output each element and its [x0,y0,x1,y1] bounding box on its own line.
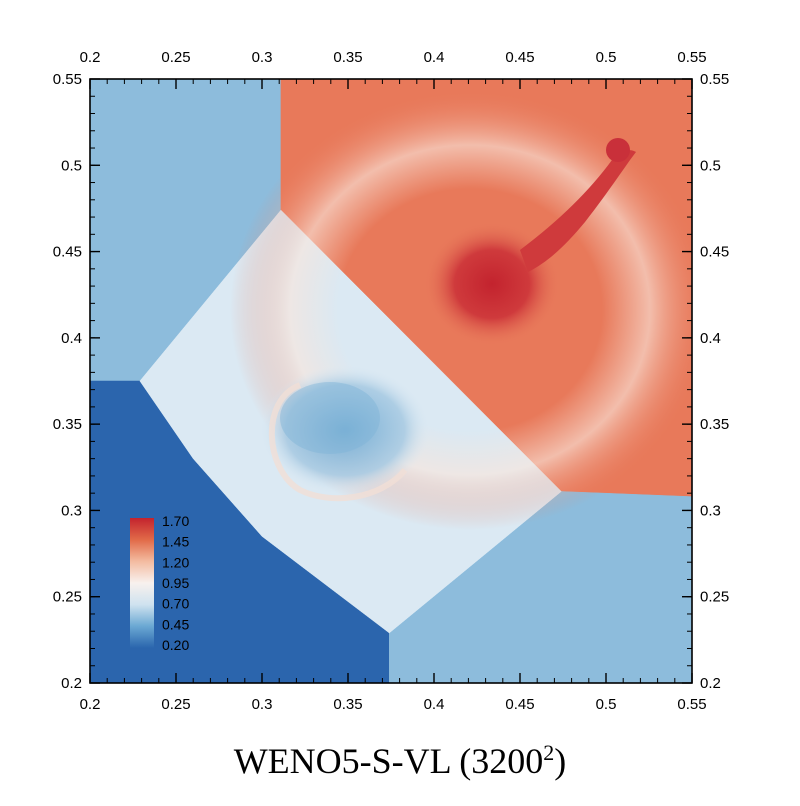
plot-frame [89,78,693,684]
x-tick-label-top: 0.25 [161,49,190,66]
colorbar-label: 0.70 [162,596,189,612]
y-tick-label-right: 0.25 [700,589,729,606]
caption-text: WENO5-S-VL (3200 [233,741,544,781]
colorbar-label: 1.70 [162,513,189,529]
x-tick-label-bottom: 0.45 [505,696,534,713]
colorbar-label: 1.20 [162,554,189,570]
colorbar-label: 0.45 [162,616,189,632]
x-tick-label-bottom: 0.4 [424,696,445,713]
y-tick-label-right: 0.5 [700,157,721,174]
figure-caption: WENO5-S-VL (32002) [0,740,800,782]
x-tick-label-top: 0.35 [333,49,362,66]
x-tick-label-top: 0.55 [677,49,706,66]
x-tick-label-bottom: 0.35 [333,696,362,713]
vortex-cavity [260,365,430,495]
jet-stem [520,150,636,272]
y-tick-label-right: 0.4 [700,330,721,347]
slip-line-curl [268,382,408,502]
density-contour-figure: 0.2 0.2 0.25 0.25 0.3 0.3 0.35 0.35 0.4 0.4 0.45 0.… [53,49,729,713]
x-tick-label-top: 0.5 [596,49,617,66]
vortex-cavity-inner [280,382,380,454]
y-tick-label-left: 0.2 [61,675,82,692]
y-tick-label-left: 0.3 [61,502,82,519]
x-tick-label-bottom: 0.25 [161,696,190,713]
x-tick-label-top: 0.4 [424,49,445,66]
colorbar-label: 0.20 [162,637,189,653]
colorbar-label: 0.95 [162,575,189,591]
colorbar: 1.70 1.45 1.20 0.95 0.70 0.45 0.20 [130,513,189,653]
caption-close: ) [554,741,567,781]
x-tick-label-bottom: 0.2 [80,696,101,713]
colorbar-label: 1.45 [162,534,189,550]
y-tick-label-right: 0.55 [700,71,729,88]
x-tick-label-top: 0.45 [505,49,534,66]
axes-frame: 0.2 0.2 0.25 0.25 0.3 0.3 0.35 0.35 0.4 0.4 0.45 0.… [53,49,729,713]
x-tick-label-bottom: 0.55 [677,696,706,713]
y-tick-label-right: 0.35 [700,416,729,433]
x-tick-label-bottom: 0.5 [596,696,617,713]
y-tick-label-left: 0.55 [53,71,82,88]
jet-mushroom-head [606,138,630,162]
caption-superscript: 2 [543,740,555,765]
plot-area [90,79,692,683]
y-tick-label-right: 0.2 [700,675,721,692]
x-tick-label-top: 0.2 [80,49,101,66]
flow-features [230,90,692,530]
y-tick-label-left: 0.35 [53,416,82,433]
y-tick-label-right: 0.45 [700,244,729,261]
y-tick-label-left: 0.45 [53,244,82,261]
x-tick-label-bottom: 0.3 [252,696,273,713]
colorbar-gradient [130,518,154,648]
y-tick-label-right: 0.3 [700,502,721,519]
x-tick-label-top: 0.3 [252,49,273,66]
y-tick-label-left: 0.4 [61,330,82,347]
y-tick-label-left: 0.5 [61,157,82,174]
y-tick-label-left: 0.25 [53,589,82,606]
region-lower-right-quadrant [389,491,692,683]
